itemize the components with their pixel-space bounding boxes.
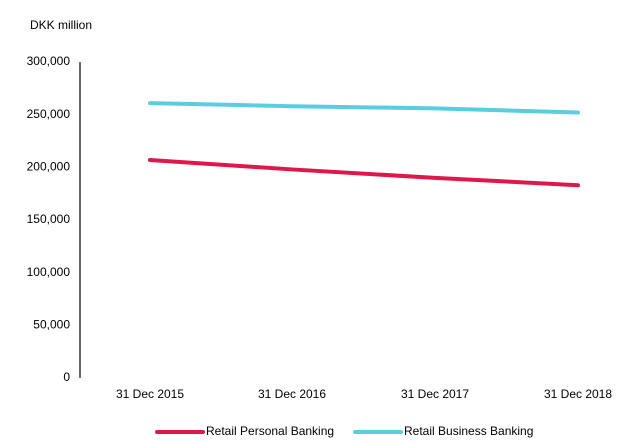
y-tick-label: 0	[63, 370, 70, 384]
x-tick-label: 31 Dec 2017	[401, 387, 469, 401]
x-tick-label: 31 Dec 2016	[258, 387, 326, 401]
y-axis-title: DKK million	[30, 18, 92, 32]
y-tick-label: 200,000	[27, 160, 71, 174]
y-tick-label: 250,000	[27, 107, 71, 121]
series-line	[148, 101, 580, 115]
x-tick-label: 31 Dec 2018	[544, 387, 612, 401]
legend-label: Retail Business Banking	[404, 424, 533, 438]
series-line	[148, 157, 580, 188]
y-tick-label: 300,000	[27, 54, 71, 68]
y-tick-label: 100,000	[27, 265, 71, 279]
x-tick-label: 31 Dec 2015	[116, 387, 184, 401]
legend-label: Retail Personal Banking	[206, 424, 334, 438]
y-tick-label: 50,000	[33, 318, 70, 332]
y-tick-label: 150,000	[27, 212, 71, 226]
